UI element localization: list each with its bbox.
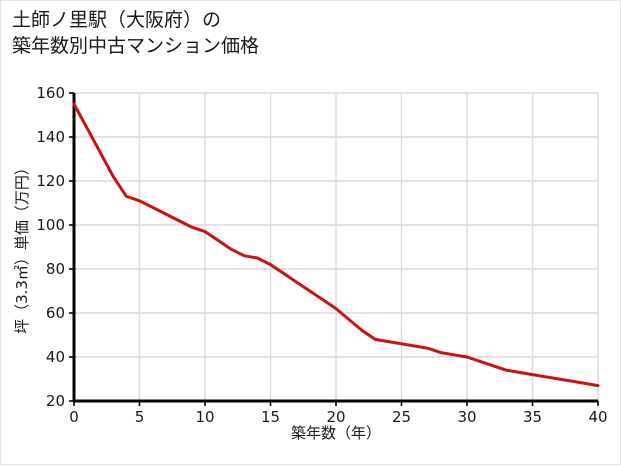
x-tick-label: 15 bbox=[261, 408, 280, 426]
y-tick-label: 40 bbox=[46, 348, 65, 366]
x-tick-labels: 0 5 10 15 20 25 30 35 40 bbox=[69, 408, 607, 426]
y-tick-marks bbox=[69, 92, 74, 402]
y-tick-label: 20 bbox=[46, 392, 65, 410]
x-tick-marks bbox=[73, 401, 599, 406]
price-series-line bbox=[72, 102, 600, 388]
x-tick-label: 5 bbox=[135, 408, 145, 426]
y-tick-label: 100 bbox=[36, 216, 65, 234]
x-tick-label: 35 bbox=[523, 408, 542, 426]
y-tick-label: 140 bbox=[36, 128, 65, 146]
x-tick-label: 20 bbox=[326, 408, 345, 426]
y-tick-label: 80 bbox=[46, 260, 65, 278]
x-tick-label: 0 bbox=[69, 408, 79, 426]
y-tick-label: 160 bbox=[36, 84, 65, 102]
chart-title: 土師ノ里駅（大阪府）の 築年数別中古マンション価格 bbox=[12, 9, 260, 57]
x-tick-label: 25 bbox=[392, 408, 411, 426]
x-tick-label: 10 bbox=[195, 408, 214, 426]
y-tick-labels: 20 40 60 80 100 120 140 160 bbox=[36, 84, 65, 410]
y-tick-label: 120 bbox=[36, 172, 65, 190]
x-axis-title: 築年数（年） bbox=[291, 424, 381, 442]
x-tick-label: 30 bbox=[457, 408, 476, 426]
y-axis-title: 坪（3.3㎡）単価（万円） bbox=[13, 160, 31, 334]
x-tick-label: 40 bbox=[588, 408, 607, 426]
y-tick-label: 60 bbox=[46, 304, 65, 322]
